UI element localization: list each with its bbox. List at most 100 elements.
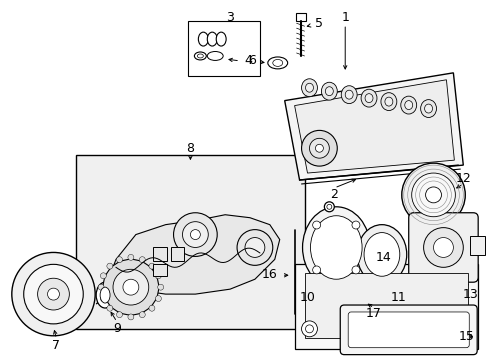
- Ellipse shape: [380, 93, 396, 111]
- Circle shape: [401, 163, 464, 227]
- Circle shape: [149, 263, 155, 269]
- Ellipse shape: [96, 282, 114, 308]
- Circle shape: [128, 255, 134, 260]
- Text: 16: 16: [262, 268, 277, 281]
- Circle shape: [12, 252, 95, 336]
- Ellipse shape: [198, 32, 208, 46]
- Circle shape: [98, 284, 104, 290]
- Circle shape: [24, 264, 83, 324]
- Ellipse shape: [207, 32, 217, 46]
- Circle shape: [100, 296, 106, 302]
- Circle shape: [305, 325, 313, 333]
- Bar: [152, 247, 166, 261]
- Circle shape: [38, 278, 69, 310]
- Circle shape: [103, 260, 158, 315]
- Ellipse shape: [216, 32, 225, 46]
- Circle shape: [116, 257, 122, 263]
- Circle shape: [107, 263, 113, 269]
- Text: 10: 10: [299, 291, 315, 303]
- Bar: [294, 264, 477, 349]
- Bar: [76, 155, 304, 329]
- Ellipse shape: [404, 100, 412, 109]
- Circle shape: [312, 266, 320, 274]
- FancyBboxPatch shape: [347, 312, 468, 348]
- Ellipse shape: [365, 94, 372, 103]
- Ellipse shape: [420, 100, 436, 117]
- Ellipse shape: [310, 216, 361, 279]
- Text: 5: 5: [315, 17, 323, 30]
- Ellipse shape: [356, 225, 406, 284]
- Circle shape: [423, 228, 462, 267]
- Text: 8: 8: [186, 142, 194, 155]
- Circle shape: [309, 138, 328, 158]
- Circle shape: [128, 314, 134, 320]
- Circle shape: [351, 266, 359, 274]
- Circle shape: [122, 279, 139, 295]
- Circle shape: [155, 296, 161, 302]
- Text: 6: 6: [247, 54, 255, 67]
- Circle shape: [433, 238, 452, 257]
- Ellipse shape: [272, 59, 282, 66]
- Text: 3: 3: [226, 11, 234, 24]
- Bar: [188, 21, 259, 76]
- Circle shape: [116, 312, 122, 318]
- Ellipse shape: [341, 86, 356, 104]
- Ellipse shape: [400, 96, 416, 114]
- Text: 14: 14: [375, 251, 391, 264]
- Text: 7: 7: [52, 339, 61, 352]
- Text: 17: 17: [366, 307, 381, 320]
- Ellipse shape: [384, 97, 392, 106]
- Circle shape: [157, 284, 163, 290]
- Ellipse shape: [301, 79, 317, 96]
- Ellipse shape: [325, 87, 333, 96]
- Bar: [170, 247, 184, 261]
- Text: 15: 15: [457, 330, 473, 343]
- Ellipse shape: [345, 90, 352, 99]
- Circle shape: [237, 230, 272, 265]
- Ellipse shape: [100, 287, 110, 303]
- Circle shape: [113, 269, 148, 305]
- Circle shape: [47, 288, 60, 300]
- Ellipse shape: [364, 233, 399, 276]
- FancyBboxPatch shape: [340, 305, 476, 355]
- Ellipse shape: [194, 52, 206, 60]
- Text: 2: 2: [330, 188, 338, 201]
- Ellipse shape: [360, 89, 376, 107]
- Circle shape: [315, 144, 323, 152]
- Text: 12: 12: [454, 171, 470, 185]
- Ellipse shape: [207, 51, 223, 60]
- Circle shape: [173, 213, 217, 256]
- Bar: [152, 264, 166, 276]
- Bar: [304, 273, 468, 338]
- Circle shape: [244, 238, 264, 257]
- Circle shape: [351, 221, 359, 229]
- Circle shape: [425, 187, 441, 203]
- Ellipse shape: [197, 54, 203, 58]
- Circle shape: [190, 230, 200, 239]
- Circle shape: [301, 130, 337, 166]
- Ellipse shape: [424, 104, 432, 113]
- Bar: [295, 13, 305, 21]
- Circle shape: [100, 273, 106, 279]
- Circle shape: [182, 222, 208, 247]
- Text: 9: 9: [113, 322, 121, 336]
- Bar: [469, 235, 484, 255]
- Circle shape: [301, 321, 317, 337]
- Circle shape: [324, 202, 334, 212]
- Circle shape: [139, 312, 145, 318]
- Ellipse shape: [267, 57, 287, 69]
- Circle shape: [312, 221, 320, 229]
- Text: 13: 13: [462, 288, 477, 301]
- Ellipse shape: [321, 82, 337, 100]
- Text: 4: 4: [244, 54, 251, 67]
- FancyBboxPatch shape: [408, 213, 477, 282]
- Circle shape: [155, 273, 161, 279]
- Circle shape: [107, 305, 113, 311]
- Text: 1: 1: [341, 11, 348, 24]
- Polygon shape: [284, 73, 462, 180]
- Polygon shape: [96, 215, 279, 304]
- Text: 11: 11: [390, 291, 406, 303]
- Ellipse shape: [302, 207, 369, 288]
- Circle shape: [139, 257, 145, 263]
- Polygon shape: [294, 80, 453, 173]
